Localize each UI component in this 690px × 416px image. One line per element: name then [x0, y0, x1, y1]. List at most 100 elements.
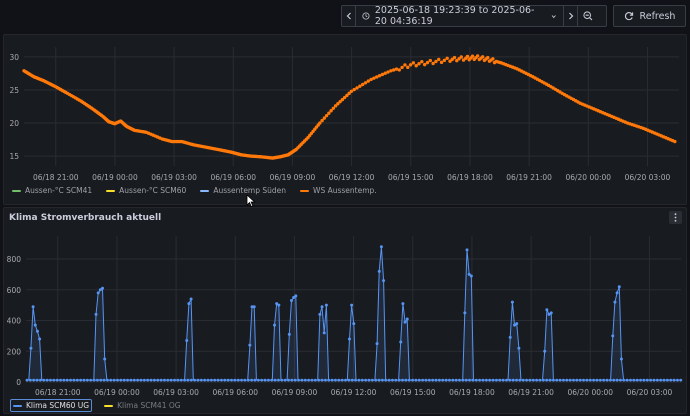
spike-fill: [287, 295, 298, 381]
legend-item[interactable]: Klima SCM60 UG: [10, 399, 93, 412]
data-point: [434, 378, 438, 382]
data-point: [515, 378, 518, 382]
data-point: [448, 378, 451, 382]
data-point: [679, 378, 683, 382]
x-tick-label: 06/19 00:00: [92, 173, 138, 182]
data-point: [65, 378, 69, 382]
data-point: [273, 323, 277, 327]
data-point: [649, 378, 653, 382]
data-point: [320, 378, 324, 382]
zoom-out-icon: [583, 11, 593, 21]
data-point: [252, 305, 256, 309]
data-point: [289, 299, 293, 303]
data-point: [69, 378, 72, 382]
data-point: [528, 378, 532, 382]
data-point: [322, 331, 326, 335]
time-range-button[interactable]: 2025-06-18 19:23:39 to 2025-06-20 04:36:…: [356, 5, 564, 27]
refresh-icon: [624, 12, 633, 21]
legend-label: Klima SCM41 OG: [117, 401, 181, 410]
data-point: [379, 245, 383, 249]
panel-menu-button[interactable]: [669, 211, 682, 224]
y-tick-label: 600: [7, 286, 22, 295]
data-point: [375, 75, 379, 79]
legend-item[interactable]: Klima SCM41 OG: [102, 400, 182, 411]
data-point: [336, 102, 340, 106]
data-point: [602, 378, 606, 382]
data-point: [538, 378, 542, 382]
data-point: [256, 378, 260, 382]
data-point: [382, 279, 386, 283]
refresh-group: Refresh: [613, 5, 686, 27]
data-point: [303, 378, 307, 382]
data-point: [250, 378, 254, 382]
data-point: [324, 113, 329, 118]
data-point: [243, 378, 247, 382]
data-point: [42, 378, 46, 382]
time-forward-button[interactable]: [564, 6, 578, 26]
data-point: [287, 332, 291, 336]
data-point: [642, 378, 646, 382]
power-panel: Klima Stromverbrauch aktuell 0 200 400 600 8…: [3, 207, 687, 414]
data-point: [377, 378, 381, 382]
power-chart[interactable]: 0 200 400 600 800 06/18 21:00 06/19 00:00 06/19…: [4, 208, 688, 415]
data-point: [333, 104, 338, 108]
data-point: [434, 59, 438, 64]
data-point: [555, 378, 559, 382]
data-point: [349, 89, 354, 93]
data-point: [585, 378, 589, 382]
data-point: [454, 378, 458, 382]
data-point: [139, 378, 143, 382]
data-point: [425, 60, 430, 65]
data-point: [116, 378, 119, 382]
data-point: [185, 339, 189, 343]
x-tick-label: 06/19 18:00: [449, 388, 495, 397]
data-point: [75, 378, 79, 382]
data-point: [32, 378, 36, 382]
data-point: [310, 378, 314, 382]
data-point: [38, 337, 42, 341]
temperature-panel: 15 20 25 30 06/18 21:00 06/19 00:00 06/19 03:0…: [3, 34, 687, 205]
data-point: [629, 378, 632, 382]
data-point: [283, 378, 287, 382]
data-point: [498, 378, 502, 382]
legend-item[interactable]: WS Aussentemp.: [298, 185, 379, 196]
legend-item[interactable]: Aussen-°C SCM41: [10, 185, 94, 196]
data-point: [411, 61, 416, 65]
time-back-button[interactable]: [342, 6, 356, 26]
spike-fill: [462, 249, 474, 381]
data-point: [220, 378, 223, 382]
data-point: [226, 378, 230, 382]
data-point: [216, 378, 220, 382]
legend-item[interactable]: Aussen-°C SCM60: [104, 185, 188, 196]
data-point: [142, 378, 146, 382]
data-point: [149, 378, 153, 382]
data-point: [199, 378, 203, 382]
data-point: [632, 378, 636, 382]
toolbar: 2025-06-18 19:23:39 to 2025-06-20 04:36:…: [0, 0, 690, 32]
data-point: [344, 378, 347, 382]
data-point: [352, 87, 356, 92]
temperature-chart[interactable]: 15 20 25 30 06/18 21:00 06/19 00:00 06/19 03:0…: [4, 35, 688, 206]
spike-fill: [317, 305, 329, 381]
data-point: [266, 378, 270, 382]
data-point: [408, 63, 413, 67]
zoom-out-button[interactable]: [578, 6, 598, 26]
legend-item[interactable]: Aussentemp Süden: [198, 185, 288, 196]
refresh-button[interactable]: Refresh: [614, 6, 685, 26]
data-point: [35, 329, 39, 333]
data-point: [619, 357, 623, 361]
data-point: [96, 291, 100, 295]
legend-label: WS Aussentemp.: [313, 186, 377, 195]
legend-swatch: [106, 189, 116, 192]
data-point: [437, 378, 441, 382]
data-point: [173, 378, 176, 382]
data-point: [417, 62, 421, 66]
data-point: [318, 121, 322, 125]
data-point: [399, 340, 403, 344]
data-point: [568, 378, 572, 382]
x-tick-label: 06/20 00:00: [565, 173, 611, 182]
data-point: [611, 334, 615, 338]
data-point: [484, 378, 488, 382]
data-point: [639, 378, 642, 382]
data-point: [470, 54, 475, 58]
